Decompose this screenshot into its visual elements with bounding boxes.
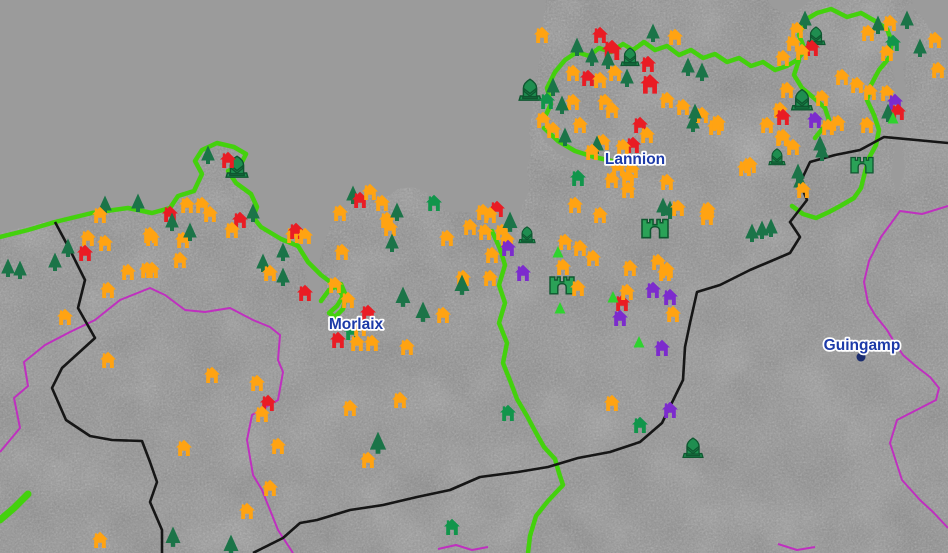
city-label: Lannion xyxy=(605,151,665,168)
city-label: Morlaix xyxy=(329,316,384,333)
leguer-bank-path xyxy=(541,125,615,164)
sea-surface xyxy=(888,3,915,194)
district-boundary-east xyxy=(863,205,948,529)
district-boundary-bottom-a xyxy=(437,544,489,551)
district-boundary-bottom-b xyxy=(777,543,816,551)
sea-surface xyxy=(0,0,546,326)
department-boundary-west xyxy=(50,221,164,553)
city-dot[interactable] xyxy=(856,352,866,362)
district-boundary-west xyxy=(0,287,294,553)
inland-route-south xyxy=(489,228,566,553)
city-label-layer: Lannion Morlaix Guingamp xyxy=(327,149,902,362)
coastal-path-west xyxy=(0,140,301,249)
stub-southwest xyxy=(0,490,32,524)
sea-surface xyxy=(768,0,810,13)
city-label: Guingamp xyxy=(824,337,901,354)
